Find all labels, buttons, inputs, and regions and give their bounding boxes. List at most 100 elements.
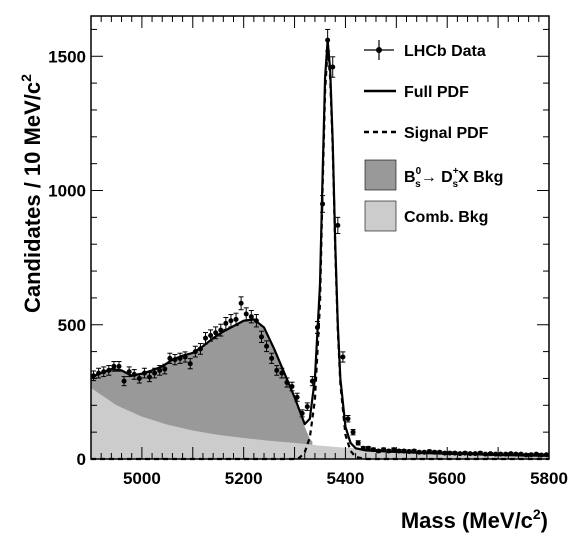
data-point <box>365 445 371 451</box>
data-point-marker <box>325 37 331 43</box>
data-point <box>147 372 153 383</box>
data-point <box>213 326 219 340</box>
y-tick-label: 1500 <box>48 47 86 66</box>
x-tick-label: 5400 <box>327 469 365 488</box>
data-point <box>462 450 468 456</box>
x-tick-label: 5800 <box>530 469 568 488</box>
data-point-marker <box>136 375 142 381</box>
data-point <box>401 448 407 454</box>
legend-bs-bkg-label: B0 s→ D+ sX Bkg <box>404 166 503 190</box>
data-point <box>172 354 178 366</box>
data-point-marker <box>528 452 534 458</box>
legend-item-signal: Signal PDF <box>364 125 489 142</box>
axis-ticks <box>90 16 550 460</box>
data-point <box>533 451 539 457</box>
data-point <box>91 370 97 382</box>
data-point <box>289 381 295 392</box>
data-point-marker <box>416 449 422 455</box>
data-point <box>274 365 280 376</box>
data-point <box>320 195 326 213</box>
data-point <box>508 451 514 457</box>
data-point <box>192 345 198 358</box>
data-point-marker <box>442 450 448 456</box>
legend: LHCb Data Full PDF Signal PDF B0 s→ D+ sX … <box>364 40 503 232</box>
data-point-marker <box>401 448 407 454</box>
data-point-marker <box>447 450 453 456</box>
data-point <box>136 373 142 384</box>
data-point-marker <box>406 448 412 454</box>
data-point <box>152 367 158 379</box>
data-point <box>228 314 234 328</box>
data-point <box>350 428 356 436</box>
legend-signal-label: Signal PDF <box>404 125 489 142</box>
data-point-marker <box>253 318 259 324</box>
data-point <box>182 351 188 363</box>
data-point-marker <box>411 448 417 454</box>
data-point <box>258 330 264 343</box>
data-point <box>116 361 122 372</box>
data-point <box>487 451 493 457</box>
data-point-marker <box>309 378 315 384</box>
data-point <box>309 376 315 387</box>
data-point <box>411 448 417 454</box>
plot-frame <box>90 15 550 460</box>
data-point-marker <box>131 371 137 377</box>
comb-bkg-area <box>91 387 549 459</box>
data-point <box>121 376 127 387</box>
data-point <box>452 450 458 456</box>
data-point <box>243 307 249 321</box>
data-point <box>518 451 524 457</box>
data-point-marker <box>421 449 427 455</box>
data-point-marker <box>376 448 382 454</box>
data-point <box>264 340 270 353</box>
data-point-marker <box>467 451 473 457</box>
data-point-marker <box>269 355 275 361</box>
data-point <box>299 409 305 418</box>
data-point-marker <box>482 451 488 457</box>
data-point-marker <box>340 354 346 360</box>
data-point-marker <box>111 363 117 369</box>
legend-item-full: Full PDF <box>364 84 469 101</box>
data-point <box>208 329 214 342</box>
data-point <box>167 352 173 364</box>
data-point <box>330 56 336 78</box>
data-point-marker <box>218 327 224 333</box>
data-point <box>538 452 544 458</box>
data-point <box>253 314 259 328</box>
data-point-marker <box>396 448 402 454</box>
data-point-marker <box>477 450 483 456</box>
data-point <box>493 451 499 457</box>
data-point <box>498 451 504 457</box>
data-point <box>528 452 534 458</box>
data-point <box>304 402 310 411</box>
y-tick-label: 500 <box>58 316 86 335</box>
data-point-marker <box>106 367 112 373</box>
data-point <box>131 369 137 380</box>
data-point <box>106 365 112 376</box>
data-point-marker <box>533 451 539 457</box>
data-point-marker <box>391 447 397 453</box>
data-point-marker <box>243 311 249 317</box>
data-point-marker <box>508 451 514 457</box>
legend-full-label: Full PDF <box>404 84 469 101</box>
data-point <box>457 451 463 457</box>
data-point <box>177 352 183 364</box>
data-point <box>248 310 254 324</box>
data-point-marker <box>452 450 458 456</box>
data-point-marker <box>167 355 173 361</box>
data-point-marker <box>228 318 234 324</box>
data-point-marker <box>381 447 387 453</box>
data-point-marker <box>320 201 326 207</box>
y-tick-label: 1000 <box>48 182 86 201</box>
data-point-marker <box>437 449 443 455</box>
data-point <box>203 332 208 345</box>
data-point-marker <box>386 448 392 454</box>
data-point-marker <box>96 370 102 376</box>
data-point-marker <box>355 440 361 446</box>
data-point-marker <box>126 369 132 375</box>
data-point <box>426 448 432 454</box>
tick-labels: 5000 5200 5400 5600 5800 0 500 1000 1500 <box>48 47 568 488</box>
data-point-marker <box>503 451 509 457</box>
data-point-marker <box>162 366 168 372</box>
data-point-marker <box>518 451 524 457</box>
